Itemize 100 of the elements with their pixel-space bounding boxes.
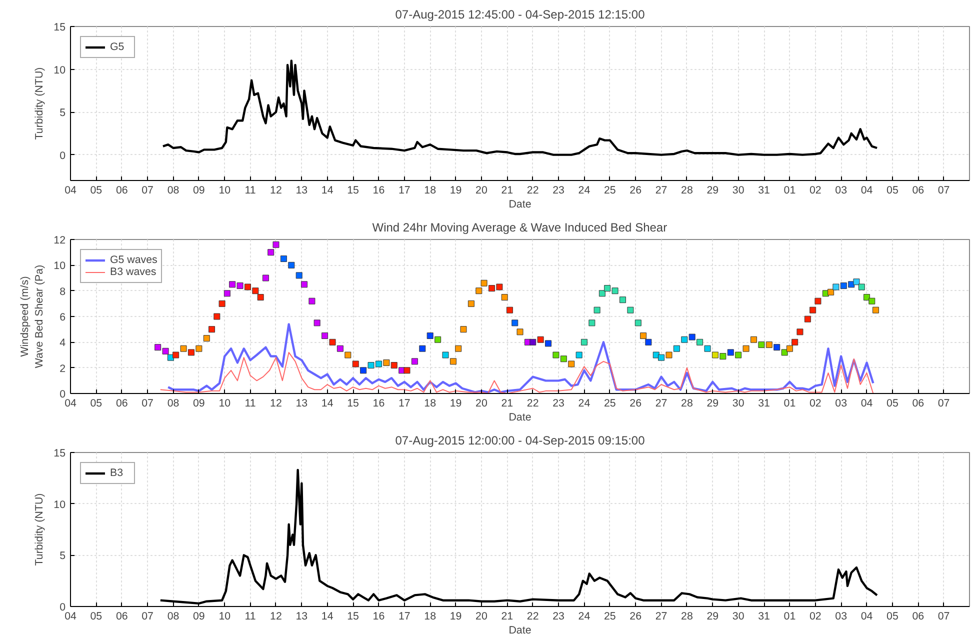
x-tick-label: 18	[424, 184, 436, 196]
y-tick-label: 0	[60, 150, 66, 162]
x-tick-label: 05	[90, 610, 102, 622]
x-tick-label: 15	[347, 398, 360, 410]
chart-title: 07-Aug-2015 12:00:00 - 04-Sep-2015 09:15:00	[395, 434, 646, 448]
x-tick-label: 23	[552, 398, 565, 410]
y-tick-label: 6	[60, 312, 66, 324]
x-tick-label: 07	[938, 398, 950, 410]
x-tick-label: 09	[193, 184, 205, 196]
x-tick-label: 08	[167, 398, 180, 410]
x-tick-label: 04	[860, 398, 873, 410]
x-tick-label: 22	[526, 184, 539, 196]
x-tick-label: 21	[501, 610, 514, 622]
x-tick-label: 16	[372, 398, 385, 410]
legend-label: B3 waves	[110, 266, 156, 278]
x-tick-label: 31	[758, 184, 770, 196]
y-tick-label: 2	[60, 362, 66, 375]
x-tick-label: 20	[476, 610, 488, 622]
x-tick-label: 25	[604, 398, 616, 410]
x-tick-label: 20	[476, 184, 488, 196]
x-tick-label: 12	[270, 610, 282, 622]
x-tick-label: 14	[321, 184, 334, 196]
x-tick-label: 14	[321, 610, 334, 622]
x-tick-label: 08	[167, 610, 180, 622]
x-tick-label: 13	[296, 398, 308, 410]
x-tick-label: 26	[630, 184, 642, 196]
x-tick-label: 28	[681, 398, 693, 410]
y-axis-title: Turbidity (NTU)	[34, 67, 46, 140]
x-tick-label: 30	[732, 184, 744, 196]
x-tick-label: 01	[784, 610, 796, 622]
x-tick-label: 11	[244, 184, 256, 196]
x-tick-label: 31	[758, 398, 770, 410]
x-tick-label: 30	[732, 398, 744, 410]
x-tick-label: 12	[270, 398, 282, 410]
x-tick-label: 23	[552, 184, 565, 196]
x-tick-label: 26	[630, 398, 642, 410]
legend-label: B3	[110, 467, 124, 479]
x-tick-label: 13	[296, 610, 308, 622]
x-tick-label: 19	[450, 610, 462, 622]
x-tick-label: 04	[64, 610, 76, 622]
x-tick-label: 07	[938, 184, 950, 196]
y-tick-label: 10	[54, 498, 66, 511]
x-axis-title: Date	[508, 624, 532, 636]
x-tick-label: 17	[398, 610, 410, 622]
line-series	[160, 352, 874, 394]
x-tick-label: 12	[270, 184, 282, 196]
x-tick-label: 05	[886, 610, 898, 622]
x-tick-label: 10	[218, 398, 231, 410]
x-tick-label: 19	[450, 184, 462, 196]
x-tick-label: 18	[424, 610, 436, 622]
x-tick-label: 29	[706, 398, 719, 410]
x-tick-label: 13	[296, 184, 308, 196]
x-tick-label: 27	[655, 610, 668, 622]
x-tick-label: 18	[424, 398, 436, 410]
x-tick-label: 27	[655, 184, 668, 196]
x-tick-label: 22	[526, 610, 539, 622]
x-tick-label: 06	[912, 184, 924, 196]
x-tick-label: 04	[64, 398, 76, 410]
x-tick-label: 03	[835, 610, 848, 622]
x-tick-label: 09	[193, 610, 205, 622]
x-tick-label: 29	[706, 184, 719, 196]
x-tick-label: 02	[809, 610, 822, 622]
y-tick-label: 12	[54, 234, 66, 246]
x-tick-label: 07	[938, 610, 950, 622]
x-tick-label: 20	[476, 398, 488, 410]
x-tick-label: 05	[90, 398, 102, 410]
x-tick-label: 28	[681, 610, 693, 622]
y-tick-label: 0	[60, 602, 66, 614]
x-tick-label: 22	[526, 398, 539, 410]
y-tick-label: 15	[54, 22, 66, 34]
x-tick-label: 09	[193, 398, 205, 410]
x-tick-label: 29	[706, 610, 719, 622]
x-tick-label: 16	[372, 184, 385, 196]
y-tick-label: 0	[60, 388, 66, 400]
y-tick-label: 15	[54, 448, 66, 460]
x-axis-title: Date	[508, 198, 532, 210]
x-tick-label: 07	[142, 184, 154, 196]
x-tick-label: 02	[809, 184, 822, 196]
x-tick-label: 07	[142, 610, 154, 622]
x-tick-label: 04	[860, 184, 873, 196]
x-tick-label: 28	[681, 184, 693, 196]
x-tick-label: 25	[604, 184, 616, 196]
x-tick-label: 11	[244, 398, 256, 410]
legend-label: G5	[110, 41, 126, 53]
x-tick-label: 02	[809, 398, 822, 410]
x-tick-label: 17	[398, 398, 410, 410]
x-tick-label: 21	[501, 184, 514, 196]
x-axis-title: Date	[508, 412, 532, 424]
x-tick-label: 27	[655, 398, 668, 410]
y-tick-label: 8	[60, 286, 66, 298]
x-tick-label: 04	[860, 610, 873, 622]
chart-title: 07-Aug-2015 12:45:00 - 04-Sep-2015 12:15:00	[395, 8, 646, 22]
x-tick-label: 23	[552, 610, 565, 622]
x-tick-label: 26	[630, 610, 642, 622]
x-tick-label: 01	[784, 398, 796, 410]
y-tick-label: 5	[60, 550, 66, 562]
y-tick-label: 10	[54, 64, 66, 76]
x-tick-label: 21	[501, 398, 514, 410]
x-tick-label: 04	[64, 184, 76, 196]
x-tick-label: 17	[398, 184, 410, 196]
